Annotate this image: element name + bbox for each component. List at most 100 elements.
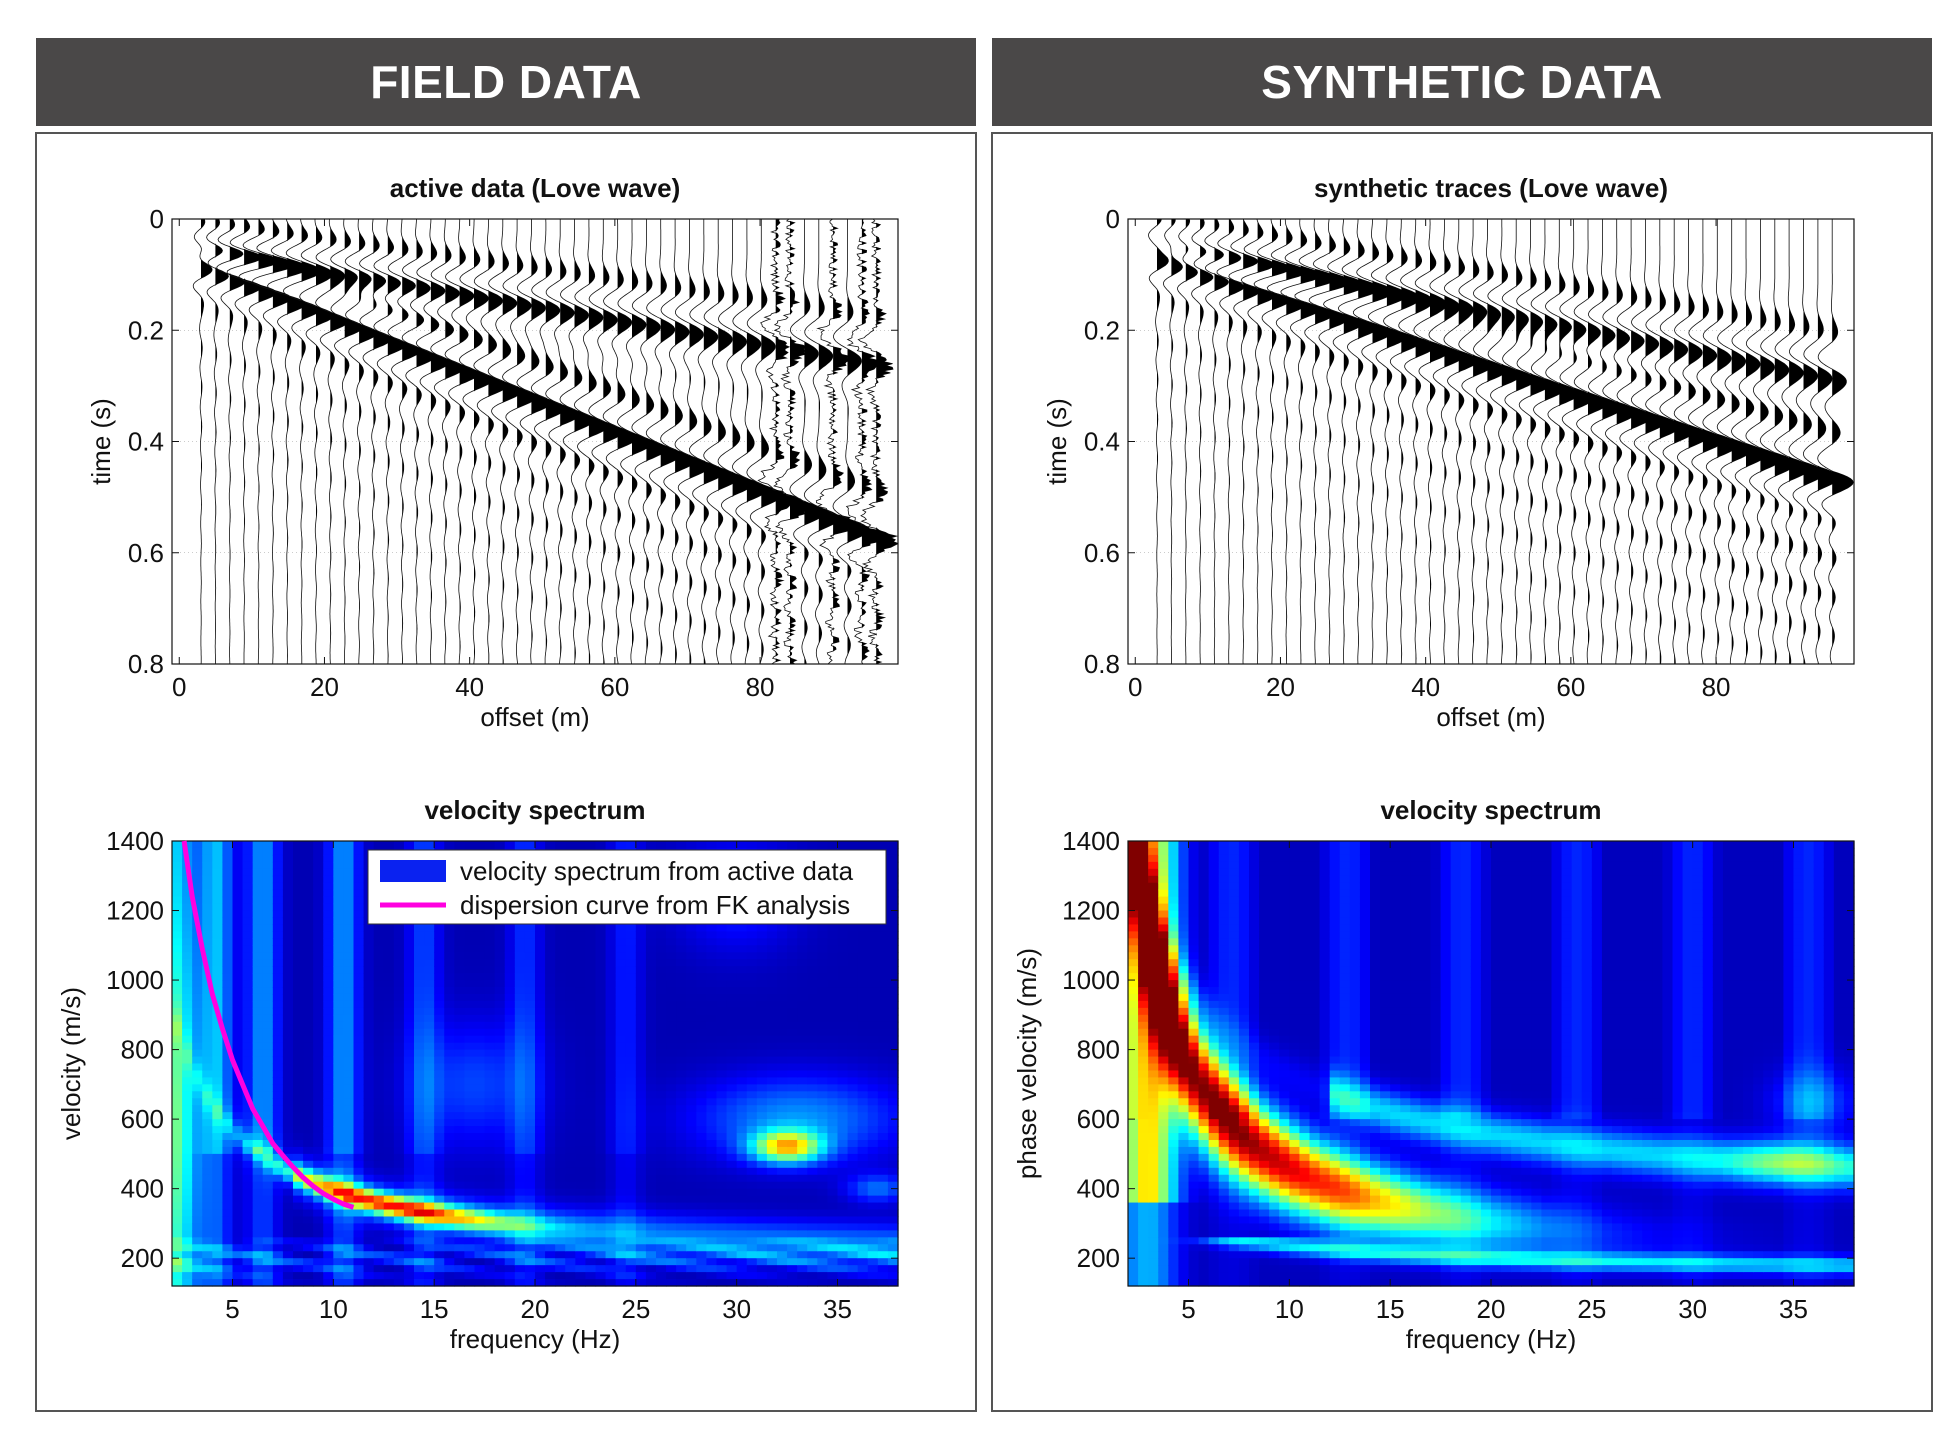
heatmap-cell <box>595 1139 607 1148</box>
heatmap-cell <box>363 1258 375 1266</box>
heatmap-cell <box>313 861 324 870</box>
heatmap-cell <box>706 1105 718 1113</box>
heatmap-cell <box>645 973 657 981</box>
heatmap-cell <box>343 993 355 1002</box>
heatmap-cell <box>303 1160 314 1169</box>
heatmap-cell <box>716 1042 728 1051</box>
heatmap-cell <box>686 1007 697 1016</box>
heatmap-cell <box>504 1216 516 1225</box>
heatmap-cell <box>323 987 334 995</box>
heatmap-cell <box>383 1077 395 1085</box>
heatmap-cell <box>494 1042 506 1051</box>
heatmap-cell <box>222 931 234 939</box>
heatmap-cell <box>373 1230 385 1238</box>
heatmap-cell <box>272 1279 284 1287</box>
heatmap-cell <box>504 1035 516 1044</box>
heatmap-cell <box>252 903 264 912</box>
heatmap-cell <box>635 1063 647 1072</box>
heatmap-cell <box>555 1021 566 1030</box>
heatmap-cell <box>686 1098 697 1106</box>
heatmap-cell <box>585 1077 597 1085</box>
heatmap-cell <box>434 959 445 967</box>
heatmap-cell <box>222 1014 234 1023</box>
heatmap-cell <box>605 924 617 932</box>
trace-fill <box>517 219 537 664</box>
heatmap-cell <box>504 952 516 960</box>
heatmap-cell <box>514 1077 526 1085</box>
heatmap-cell <box>605 1202 617 1211</box>
heatmap-cell <box>696 1216 708 1225</box>
heatmap-cell <box>303 931 314 939</box>
heatmap-cell <box>1128 1063 1139 1072</box>
heatmap-cell <box>625 1126 637 1134</box>
heatmap-cell <box>484 1251 496 1259</box>
heatmap-cell <box>272 993 284 1002</box>
heatmap-cell <box>172 1119 183 1127</box>
heatmap-cell <box>182 1153 193 1162</box>
heatmap-cell <box>595 1084 607 1092</box>
heatmap-cell <box>625 1160 637 1169</box>
heatmap-cell <box>645 1272 657 1280</box>
heatmap-cell <box>635 1133 647 1141</box>
heatmap-cell <box>383 1139 395 1148</box>
heatmap-cell <box>494 1251 506 1259</box>
heatmap-cell <box>656 1084 667 1092</box>
heatmap-cell <box>555 1244 566 1252</box>
heatmap-cell <box>353 1007 365 1016</box>
heatmap-cell <box>656 966 667 974</box>
heatmap-cell <box>565 1098 576 1106</box>
heatmap-cell <box>666 1146 677 1155</box>
heatmap-cell <box>202 1272 213 1280</box>
heatmap-cell <box>716 1272 728 1280</box>
heatmap-cell <box>666 973 677 981</box>
y-tick-label: 0.8 <box>1084 649 1120 679</box>
heatmap-cell <box>666 924 677 932</box>
heatmap-cell <box>504 1119 516 1127</box>
heatmap-cell <box>555 1160 566 1169</box>
heatmap-cell <box>242 875 254 884</box>
heatmap-cell <box>494 1244 506 1252</box>
heatmap-cell <box>333 1167 345 1176</box>
heatmap-cell <box>625 1279 637 1287</box>
heatmap-cell <box>262 910 274 919</box>
heatmap-cell <box>343 1056 355 1065</box>
heatmap-cell <box>434 938 445 946</box>
heatmap-cell <box>383 1202 395 1211</box>
heatmap-cell <box>615 1112 627 1120</box>
heatmap-cell <box>262 1223 274 1231</box>
heatmap-cell <box>272 1119 284 1127</box>
heatmap-cell <box>333 1084 345 1092</box>
heatmap-cell <box>575 1105 587 1113</box>
heatmap-cell <box>514 1160 526 1169</box>
heatmap-cell <box>212 861 224 870</box>
heatmap-cell <box>1128 980 1139 988</box>
heatmap-cell <box>343 1035 355 1044</box>
heatmap-cell <box>595 1237 607 1245</box>
heatmap-cell <box>656 1049 667 1058</box>
heatmap-cell <box>706 1237 718 1245</box>
heatmap-cell <box>625 1014 637 1023</box>
heatmap-cell <box>373 1119 385 1127</box>
heatmap-cell <box>726 1028 738 1037</box>
heatmap-cell <box>696 1049 708 1058</box>
heatmap-cell <box>172 847 183 856</box>
heatmap-cell <box>545 1223 556 1231</box>
heatmap-cell <box>272 959 284 967</box>
heatmap-cell <box>605 952 617 960</box>
heatmap-cell <box>615 1028 627 1037</box>
heatmap-cell <box>353 1230 365 1238</box>
heatmap-cell <box>393 1258 405 1266</box>
heatmap-cell <box>575 993 587 1002</box>
trace-fill <box>1272 219 1291 664</box>
heatmap-cell <box>555 1035 566 1044</box>
heatmap-cell <box>656 973 667 981</box>
trace-fill <box>201 219 213 664</box>
heatmap-cell <box>373 945 385 953</box>
heatmap-cell <box>535 980 546 988</box>
heatmap-cell <box>172 931 183 939</box>
heatmap-cell <box>555 1237 566 1245</box>
heatmap-cell <box>464 1084 476 1092</box>
heatmap-cell <box>212 847 224 856</box>
heatmap-cell <box>252 868 264 877</box>
heatmap-cell <box>545 973 556 981</box>
